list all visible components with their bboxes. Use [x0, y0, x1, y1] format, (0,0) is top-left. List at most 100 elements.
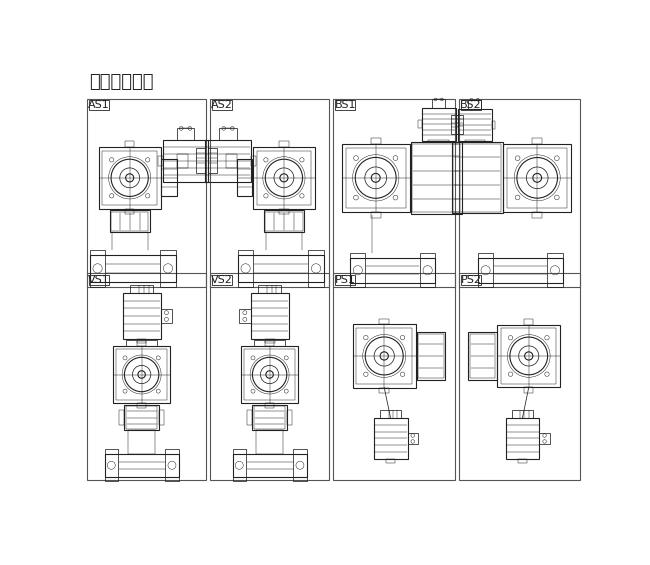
Bar	[422, 108, 456, 141]
Bar	[250, 293, 289, 338]
Bar	[247, 410, 252, 425]
Bar	[428, 140, 449, 142]
Bar	[374, 418, 408, 459]
Bar	[478, 258, 563, 282]
Bar	[159, 410, 164, 425]
Bar	[120, 410, 124, 425]
Bar	[161, 159, 177, 197]
Bar	[109, 210, 150, 232]
Bar	[418, 334, 443, 378]
Bar	[90, 250, 105, 287]
Bar	[226, 154, 237, 168]
Bar	[370, 138, 381, 144]
Bar	[335, 100, 356, 110]
Bar	[470, 334, 495, 378]
Bar	[238, 250, 254, 287]
Bar	[205, 140, 251, 181]
Bar	[458, 108, 491, 141]
Bar	[137, 341, 146, 346]
Bar	[161, 250, 176, 287]
Bar	[137, 338, 146, 344]
Bar	[465, 140, 485, 142]
Bar	[90, 255, 176, 281]
Bar	[547, 253, 563, 288]
Bar	[352, 324, 416, 388]
Bar	[130, 285, 153, 293]
Bar	[508, 148, 567, 207]
Bar	[335, 275, 356, 285]
Bar	[418, 120, 422, 128]
Bar	[253, 147, 315, 209]
Text: BS2: BS2	[460, 100, 482, 110]
Bar	[128, 431, 155, 454]
Bar	[252, 405, 287, 431]
Bar	[468, 332, 497, 380]
Bar	[208, 149, 217, 173]
Bar	[411, 142, 462, 214]
Bar	[220, 128, 237, 140]
Bar	[89, 100, 109, 110]
Bar	[524, 388, 534, 393]
Bar	[105, 454, 179, 477]
Bar	[524, 319, 534, 324]
Bar	[126, 340, 157, 346]
Bar	[126, 406, 157, 429]
Bar	[420, 253, 436, 288]
Bar	[116, 349, 167, 399]
Bar	[350, 258, 436, 282]
Bar	[501, 328, 556, 384]
Bar	[342, 144, 410, 212]
Bar	[258, 285, 281, 293]
Text: AS1: AS1	[88, 100, 110, 110]
Bar	[452, 142, 502, 214]
Bar	[99, 147, 161, 209]
Bar	[333, 273, 455, 480]
Bar	[380, 388, 389, 393]
Bar	[244, 349, 295, 399]
Bar	[491, 121, 495, 129]
Bar	[478, 253, 493, 288]
Bar	[105, 449, 118, 481]
Bar	[512, 410, 532, 418]
Bar	[257, 150, 311, 205]
Bar	[386, 459, 395, 463]
Bar	[459, 273, 580, 480]
Bar	[280, 209, 289, 215]
Bar	[158, 155, 163, 166]
Bar	[308, 250, 324, 287]
Text: AS2: AS2	[211, 100, 233, 110]
Bar	[163, 140, 208, 181]
Bar	[380, 319, 389, 324]
Bar	[89, 275, 109, 285]
Bar	[346, 148, 406, 208]
Bar	[468, 99, 481, 108]
Bar	[111, 212, 148, 231]
Bar	[459, 99, 580, 287]
Bar	[86, 99, 206, 287]
Bar	[264, 210, 304, 232]
Bar	[196, 149, 205, 173]
Bar	[123, 293, 161, 338]
Bar	[256, 431, 283, 454]
Bar	[280, 141, 289, 147]
Bar	[233, 449, 246, 481]
Text: BS1: BS1	[335, 100, 356, 110]
Bar	[177, 154, 188, 168]
Text: PS1: PS1	[335, 275, 356, 285]
Bar	[450, 115, 458, 134]
Bar	[380, 410, 401, 418]
Bar	[251, 155, 255, 166]
Bar	[412, 144, 460, 212]
Bar	[532, 212, 542, 218]
Bar	[503, 144, 571, 212]
Text: PS2: PS2	[460, 275, 482, 285]
Bar	[177, 128, 194, 140]
Bar	[497, 324, 560, 388]
Bar	[210, 99, 330, 287]
Bar	[518, 459, 527, 463]
Bar	[238, 255, 324, 281]
Bar	[540, 433, 550, 445]
Bar	[370, 212, 381, 218]
Bar	[125, 141, 135, 147]
Bar	[461, 100, 481, 110]
